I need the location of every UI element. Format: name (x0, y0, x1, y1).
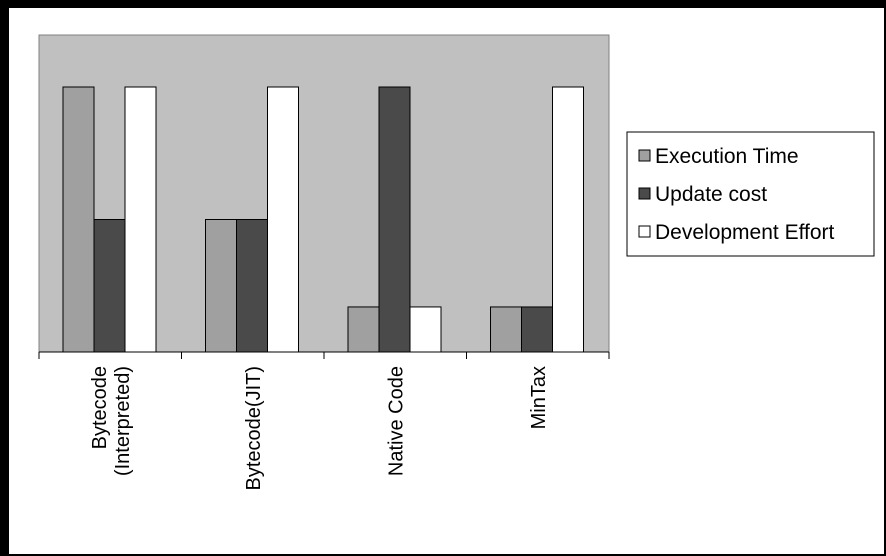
x-tick-label-2: Native Code (385, 366, 407, 476)
bar-development-effort-0 (124, 86, 157, 353)
bar-update-cost-2 (378, 86, 411, 353)
legend-swatch-1 (638, 187, 651, 200)
x-axis (38, 351, 610, 359)
bar-development-effort-3 (552, 86, 584, 353)
legend-swatch-0 (638, 149, 651, 162)
legend-label-0: Execution Time (655, 145, 799, 168)
legend-items: Execution Time Update cost Development Eff… (638, 145, 835, 244)
x-tick-label-0: Bytecode(Interpreted) (89, 366, 134, 476)
bar-update-cost-3 (521, 306, 553, 353)
bar-execution-time-1 (205, 219, 237, 353)
bar-execution-time-3 (490, 306, 522, 353)
legend-box (626, 131, 875, 257)
chart-frame: Bytecode(Interpreted) Bytecode(JIT) Native… (8, 7, 886, 556)
legend: Execution Time Update cost Development Eff… (626, 131, 875, 257)
x-tick-label-3: MinTax (528, 366, 550, 429)
bar-update-cost-0 (93, 219, 126, 353)
bar-development-effort-1 (267, 86, 299, 353)
bars-layer (62, 86, 584, 353)
bar-development-effort-2 (409, 306, 442, 353)
bar-update-cost-1 (236, 219, 268, 353)
x-tick-label-1: Bytecode(JIT) (243, 366, 265, 490)
legend-label-1: Update cost (655, 183, 767, 206)
legend-swatch-2 (638, 225, 651, 238)
bar-execution-time-2 (347, 306, 380, 353)
legend-label-2: Development Effort (655, 221, 835, 244)
bar-execution-time-0 (62, 86, 95, 353)
x-tick-labels: Bytecode(Interpreted) Bytecode(JIT) Native… (89, 366, 550, 490)
bar-chart: Bytecode(Interpreted) Bytecode(JIT) Native… (8, 7, 885, 555)
